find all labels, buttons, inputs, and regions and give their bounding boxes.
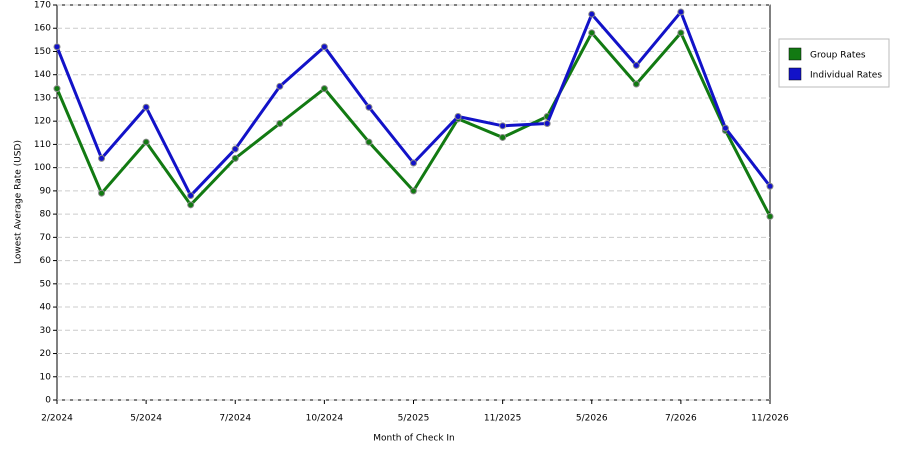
data-point bbox=[410, 159, 417, 167]
data-point bbox=[365, 103, 373, 111]
x-tick-label: 2/2024 bbox=[41, 414, 73, 424]
y-tick-label: 60 bbox=[40, 256, 52, 266]
x-tick-label: 10/2024 bbox=[306, 414, 344, 424]
x-axis-label: Month of Check In bbox=[373, 434, 455, 444]
x-tick-label: 7/2026 bbox=[665, 414, 697, 424]
data-point bbox=[632, 80, 640, 88]
y-tick-label: 170 bbox=[34, 1, 51, 11]
data-point bbox=[588, 10, 596, 18]
data-point bbox=[543, 120, 551, 127]
data-point bbox=[231, 145, 239, 153]
y-tick-label: 80 bbox=[40, 210, 52, 220]
y-tick-label: 140 bbox=[34, 70, 51, 80]
data-point bbox=[53, 85, 61, 93]
y-tick-label: 10 bbox=[40, 372, 52, 382]
data-point bbox=[365, 138, 373, 146]
legend-swatch bbox=[788, 67, 802, 81]
data-point bbox=[98, 189, 106, 197]
y-tick-label: 120 bbox=[34, 117, 51, 127]
y-tick-label: 110 bbox=[34, 140, 51, 150]
y-tick-label: 30 bbox=[40, 326, 52, 336]
data-point bbox=[320, 85, 328, 93]
data-point bbox=[142, 138, 150, 146]
data-point bbox=[98, 154, 106, 162]
data-point bbox=[499, 133, 507, 141]
data-point bbox=[677, 8, 685, 16]
data-point bbox=[187, 192, 195, 200]
data-point bbox=[276, 120, 284, 127]
legend-swatch bbox=[788, 47, 802, 61]
data-point bbox=[632, 61, 640, 69]
y-tick-label: 160 bbox=[34, 24, 51, 34]
data-point bbox=[53, 43, 61, 51]
data-point bbox=[766, 212, 774, 220]
y-tick-label: 70 bbox=[40, 233, 52, 243]
y-tick-label: 100 bbox=[34, 163, 51, 173]
data-point bbox=[588, 29, 596, 37]
data-point bbox=[320, 43, 328, 51]
data-point bbox=[499, 122, 507, 130]
y-tick-label: 20 bbox=[40, 349, 52, 359]
y-axis-label: Lowest Average Rate (USD) bbox=[14, 140, 24, 264]
data-point bbox=[721, 124, 729, 132]
x-tick-label: 7/2024 bbox=[219, 414, 251, 424]
data-point bbox=[454, 113, 462, 121]
y-tick-label: 40 bbox=[40, 303, 52, 313]
data-point bbox=[276, 82, 284, 90]
y-tick-label: 0 bbox=[45, 396, 51, 406]
data-point bbox=[410, 187, 417, 195]
y-tick-label: 90 bbox=[40, 186, 52, 196]
data-point bbox=[231, 154, 239, 162]
x-tick-label: 11/2026 bbox=[751, 414, 789, 424]
x-tick-label: 5/2026 bbox=[576, 414, 608, 424]
plot-area bbox=[56, 4, 771, 401]
x-tick-label: 5/2025 bbox=[398, 414, 430, 424]
data-point bbox=[187, 201, 195, 209]
data-point bbox=[677, 29, 685, 37]
legend-label: Individual Rates bbox=[810, 71, 882, 81]
y-tick-label: 150 bbox=[34, 47, 51, 57]
x-tick-label: 11/2025 bbox=[484, 414, 521, 424]
y-tick-label: 50 bbox=[40, 279, 52, 289]
legend-label: Group Rates bbox=[810, 51, 866, 61]
data-point bbox=[142, 103, 150, 111]
y-tick-label: 130 bbox=[34, 93, 51, 103]
data-point bbox=[766, 182, 774, 190]
x-tick-label: 5/2024 bbox=[130, 414, 162, 424]
